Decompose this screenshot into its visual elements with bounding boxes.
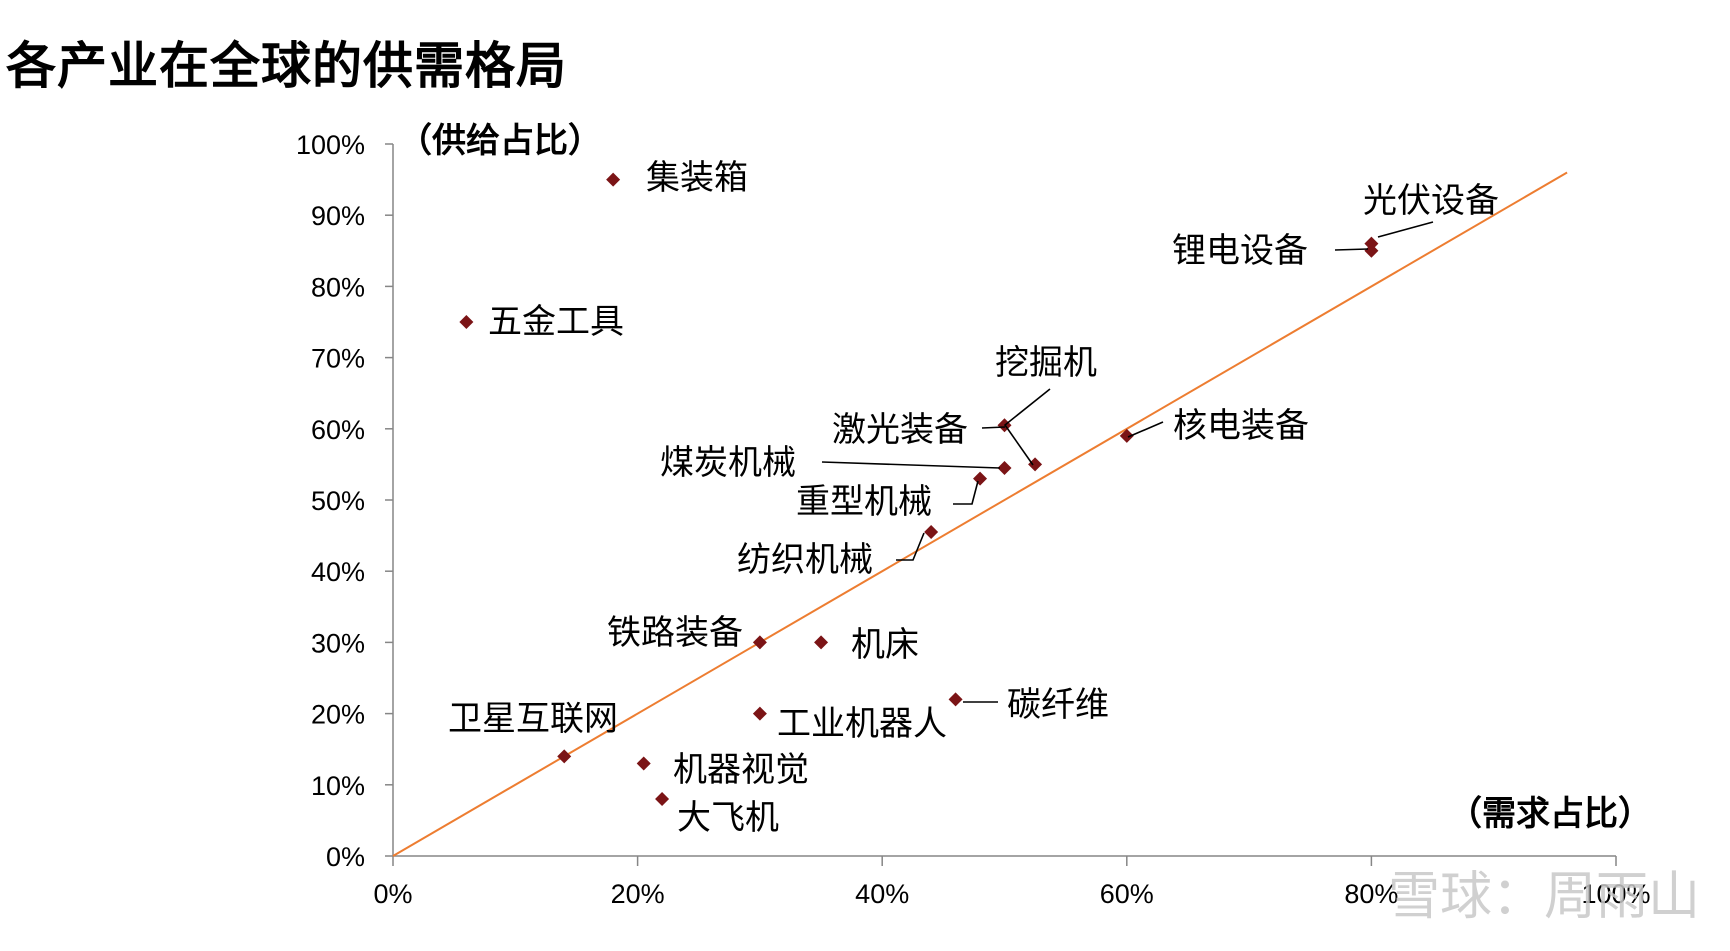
x-tick-label: 20% [611, 879, 665, 909]
data-point [948, 692, 963, 707]
leader-line [821, 461, 1001, 469]
data-point [814, 635, 829, 650]
point-label: 机器视觉 [673, 750, 809, 790]
y-tick-label: 50% [311, 486, 365, 516]
y-tick-label: 40% [311, 557, 365, 587]
leader-line [1127, 421, 1164, 438]
point-label: 煤炭机械 [660, 443, 796, 483]
data-point [1119, 428, 1134, 443]
y-tick-label: 0% [326, 842, 365, 872]
point-label: 光伏设备 [1363, 181, 1499, 221]
data-point [924, 525, 939, 540]
point-label: 激光装备 [832, 410, 968, 450]
point-label: 工业机器人 [777, 704, 947, 744]
y-tick-label: 60% [311, 415, 365, 445]
point-label: 锂电设备 [1172, 231, 1308, 271]
data-point [606, 172, 621, 187]
x-axis-label: （需求占比） [1448, 794, 1652, 834]
y-tick-label: 80% [311, 272, 365, 302]
leader-line [953, 480, 979, 505]
reference-line [392, 171, 1568, 857]
y-tick-label: 30% [311, 628, 365, 658]
y-tick-label: 70% [311, 344, 365, 374]
leader-line [1003, 388, 1051, 466]
leader-line [1377, 221, 1434, 238]
data-point [655, 792, 670, 807]
x-tick-label: 0% [373, 879, 412, 909]
point-label: 机床 [851, 625, 919, 665]
point-label: 五金工具 [488, 302, 624, 342]
point-label: 大飞机 [677, 798, 779, 838]
point-label: 铁路装备 [607, 613, 743, 653]
y-axis-label: （供给占比） [398, 121, 602, 161]
x-tick-label: 40% [855, 879, 909, 909]
diagonal-line [392, 171, 1568, 857]
data-point [997, 460, 1012, 475]
leader-line [896, 532, 925, 561]
point-label: 核电装备 [1173, 406, 1309, 446]
point-label: 纺织机械 [737, 540, 873, 580]
y-tick-label: 20% [311, 700, 365, 730]
point-label: 碳纤维 [1007, 685, 1109, 725]
point-label: 集装箱 [646, 158, 748, 198]
data-point [1028, 457, 1043, 472]
page-title: 各产业在全球的供需格局 [6, 37, 567, 95]
axes: 0% 20% 40% 60% 80% 100% 0% 10% 20% 30% 40% 50% 60% 70… [296, 130, 1651, 909]
point-label: 卫星互联网 [448, 699, 618, 739]
x-tick-label: 80% [1344, 879, 1398, 909]
point-label: 挖掘机 [995, 343, 1097, 383]
data-point [973, 471, 988, 486]
x-tick-label: 60% [1100, 879, 1154, 909]
data-point [459, 315, 474, 329]
data-point [636, 756, 651, 771]
y-tick-label: 90% [311, 201, 365, 231]
data-point [557, 749, 572, 764]
data-point [752, 635, 767, 650]
leader-line [981, 426, 1006, 429]
y-tick-label: 100% [296, 130, 365, 160]
leader-line [1334, 248, 1369, 251]
y-tick-label: 10% [311, 771, 365, 801]
data-point [752, 706, 767, 721]
watermark: 雪球：周雨山 [1387, 867, 1700, 927]
data-point [1364, 236, 1379, 251]
data-point [1364, 243, 1379, 258]
point-label: 重型机械 [796, 482, 932, 522]
x-tick-label: 100% [1581, 879, 1650, 909]
